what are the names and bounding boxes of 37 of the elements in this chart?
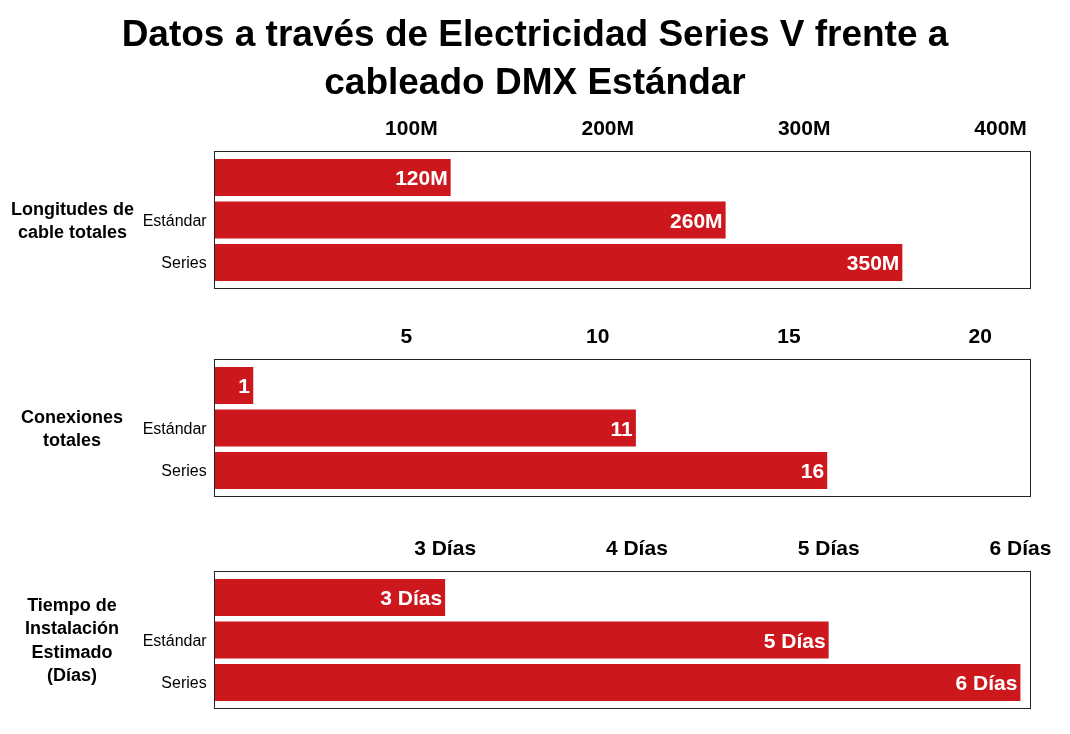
x-tick-label: 3 Días — [414, 535, 477, 559]
x-tick-label: 15 — [777, 323, 801, 347]
data-label: 350M — [846, 251, 900, 274]
data-label: 260M — [670, 208, 723, 232]
data-label: 6 Días — [955, 671, 1018, 694]
x-tick-label: 400M — [974, 115, 1027, 139]
x-tick-label: 4 Días — [605, 535, 668, 559]
y-axis-title: Longitudes de cable totales — [11, 199, 134, 243]
chart-title: Datos a través de Electricidad Series V frente a cableado DMX Estándar — [121, 13, 949, 103]
y-tick-label: Series — [161, 254, 207, 272]
x-tick-label: 5 Días — [797, 535, 860, 559]
bar — [215, 367, 254, 404]
bar — [215, 244, 903, 281]
x-tick-label: 100M — [385, 115, 438, 139]
data-label: 3 Días — [380, 586, 443, 609]
bar — [215, 201, 726, 239]
y-axis-title: Tiempo de Instalación Estimado (Días) — [25, 595, 120, 686]
y-tick-label: Series — [161, 462, 207, 480]
bar — [215, 409, 636, 447]
data-label: 5 Días — [763, 628, 826, 652]
bar — [215, 452, 828, 489]
y-tick-label: Estándar — [142, 211, 208, 229]
y-tick-label: Series — [161, 674, 207, 692]
data-label: 16 — [800, 459, 825, 482]
x-tick-label: 20 — [968, 323, 992, 347]
bar — [215, 159, 451, 196]
data-label: 11 — [610, 416, 633, 440]
data-label: 1 — [238, 374, 251, 397]
y-tick-label: Estándar — [142, 419, 208, 437]
x-tick-label: 5 — [400, 323, 413, 347]
y-axis-title: Conexiones totales — [21, 407, 124, 451]
x-tick-label: 10 — [585, 323, 610, 347]
x-tick-label: 200M — [581, 115, 635, 139]
data-label: 120M — [395, 166, 448, 189]
y-tick-label: Estándar — [142, 631, 208, 649]
x-tick-label: 300M — [777, 115, 831, 139]
x-tick-label: 6 Días — [989, 535, 1052, 559]
